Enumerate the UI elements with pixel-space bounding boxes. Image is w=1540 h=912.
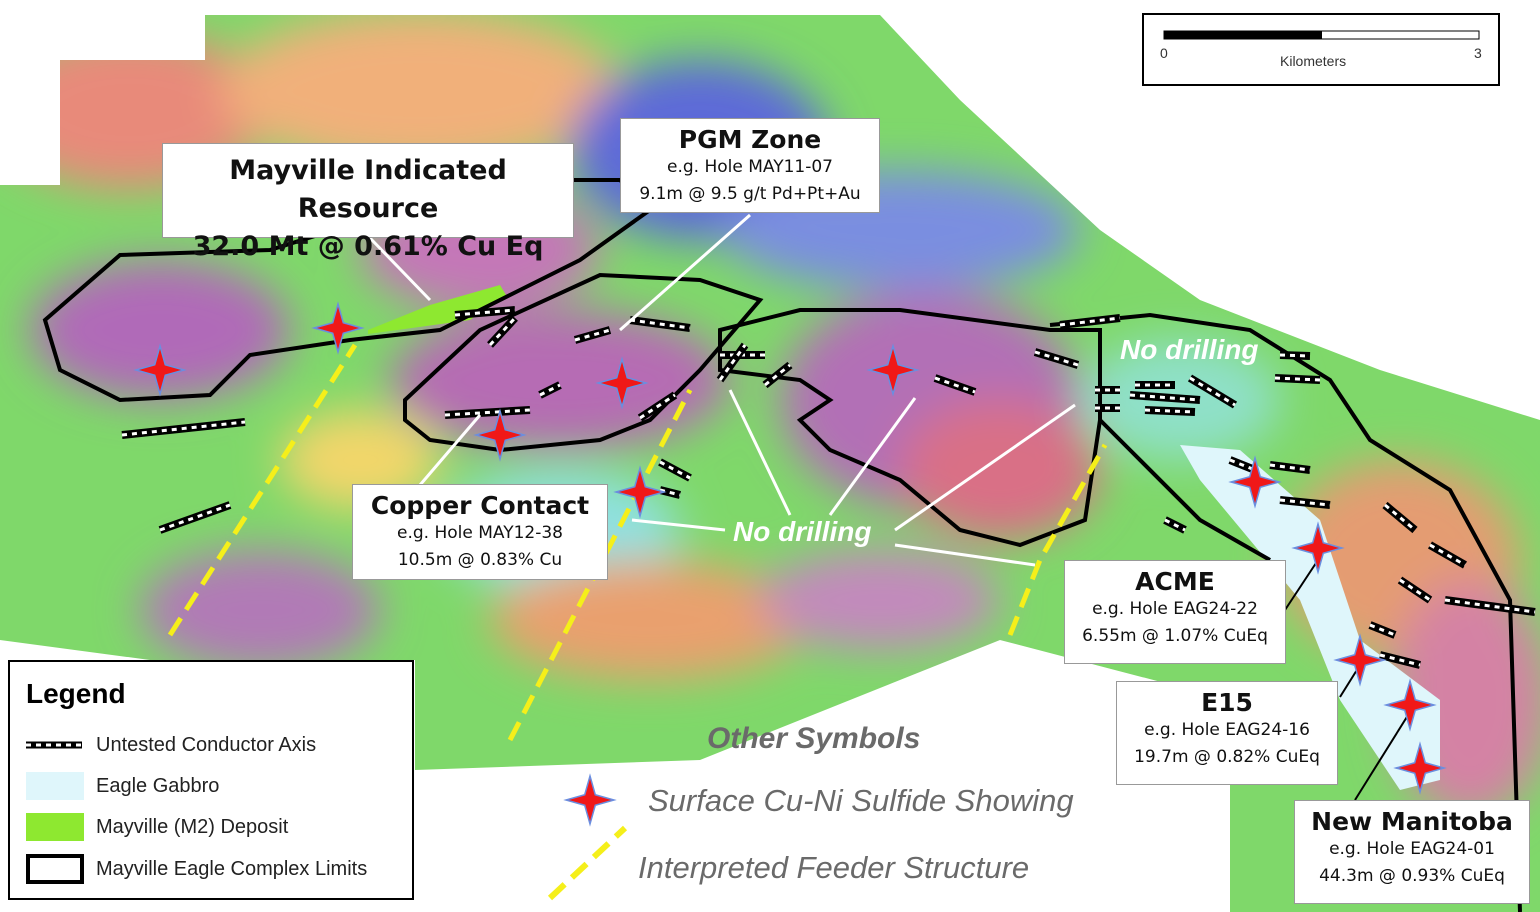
conductor-axis-dash (121, 420, 246, 437)
callout-title: Mayville Indicated Resource (229, 155, 507, 224)
callout: ACME e.g. Hole EAG24-22 6.55m @ 1.07% CuEq (1064, 560, 1286, 664)
showing-star (1291, 521, 1345, 575)
swatch-deposit (26, 813, 84, 841)
callout-title: New Manitoba (1311, 807, 1513, 836)
conductor-axis-dash (934, 376, 976, 394)
callout-line: 9.1m @ 9.5 g/t Pd+Pt+Au (639, 184, 861, 204)
conductor-axis-dash (629, 318, 691, 330)
callout: Mayville Indicated Resource 32.0 Mt @ 0.6… (162, 143, 574, 262)
conductor-axis-dash (454, 308, 516, 317)
legend-swatches (26, 741, 84, 884)
conductor-axis-dash (718, 344, 747, 381)
conductor-axis-dash (1059, 316, 1121, 327)
conductor-axis-dash (1229, 458, 1256, 472)
conductor-axis-dash (1274, 376, 1321, 382)
conductor-axis-dash (1399, 578, 1431, 602)
scale-unit: Kilometers (1280, 53, 1347, 69)
conductor-axis-dash (1369, 623, 1396, 637)
conductor-axis-dash (1034, 350, 1079, 367)
scale-end: 3 (1474, 45, 1482, 61)
conductor-axes (121, 306, 1536, 669)
callout: E15 e.g. Hole EAG24-16 19.7m @ 0.82% CuEq (1116, 681, 1338, 785)
legend-item: Eagle Gabbro (96, 775, 220, 797)
showings (133, 301, 1447, 827)
conductor-axis-dash (1269, 463, 1311, 472)
callout-line: e.g. Hole EAG24-16 (1144, 720, 1310, 740)
scale-graphic (1163, 30, 1480, 40)
leader-lines (368, 213, 1076, 567)
callout-title: ACME (1135, 567, 1215, 596)
callout-title: PGM Zone (678, 125, 822, 154)
conductor-axis (658, 458, 692, 482)
conductor-axis (762, 361, 793, 389)
conductor-axis-dash (1429, 543, 1466, 567)
showing-star (595, 356, 649, 410)
conductor-axis-dash (1379, 653, 1421, 667)
legend: Legend Untested Conductor Axis Eagle Gab… (8, 660, 414, 900)
callout: Copper Contact e.g. Hole MAY12-38 10.5m @ … (352, 484, 608, 580)
callout-line: 6.55m @ 1.07% CuEq (1082, 626, 1268, 646)
conductor-axis-dash (1144, 408, 1196, 414)
showing-star (133, 343, 187, 397)
showing-star (563, 773, 617, 827)
legend-item: Untested Conductor Axis (96, 734, 317, 756)
callout-line: e.g. Hole MAY11-07 (667, 157, 833, 177)
annotation: No drilling (733, 516, 872, 547)
conductor-axis-dash (488, 316, 517, 347)
legend-title: Legend (26, 678, 126, 709)
conductor-axis-dash (1164, 518, 1186, 532)
scale-start: 0 (1160, 45, 1168, 61)
conductor-axis-dash (159, 503, 231, 532)
callout-line: 44.3m @ 0.93% CuEq (1319, 866, 1505, 886)
swatch-limits (26, 854, 84, 884)
conductor-axis-dash (1189, 376, 1236, 407)
conductor-axis (1279, 351, 1311, 360)
legend-item: Mayville (M2) Deposit (96, 816, 289, 838)
showing-star (613, 465, 667, 519)
other-symbol-item: Interpreted Feeder Structure (638, 850, 1030, 885)
callout: New Manitoba e.g. Hole EAG24-01 44.3m @ 0.… (1294, 800, 1530, 904)
scale-bar-fill (1164, 31, 1322, 39)
showing-star (473, 408, 527, 462)
showing-star (1333, 633, 1387, 687)
other-symbol-item: Surface Cu-Ni Sulfide Showing (648, 783, 1074, 818)
annotation: No drilling (1120, 334, 1259, 365)
callout: PGM Zone e.g. Hole MAY11-07 9.1m @ 9.5 g/t… (620, 118, 880, 213)
showing-star (311, 301, 365, 355)
legend-item: Mayville Eagle Complex Limits (96, 858, 368, 880)
conductor-axis-dash (1129, 393, 1201, 402)
showing-star (866, 343, 920, 397)
conductor-axis-dash (444, 408, 531, 417)
callout-line: e.g. Hole EAG24-01 (1329, 839, 1495, 859)
conductor-axis-dash (574, 328, 611, 342)
callout-line: 19.7m @ 0.82% CuEq (1134, 747, 1320, 767)
conductor-axis-dash (659, 488, 681, 497)
eagle-gabbro (1180, 445, 1440, 790)
callout-line: 32.0 Mt @ 0.61% Cu Eq (192, 231, 544, 262)
scale-bar: 0 3 Kilometers (1142, 13, 1500, 86)
callout-line: e.g. Hole MAY12-38 (397, 523, 563, 543)
callout-title: Copper Contact (370, 491, 590, 520)
showing-star (1383, 678, 1437, 732)
showing-star (1393, 741, 1447, 795)
callout-title: E15 (1201, 688, 1253, 717)
conductor-axis-dash (639, 393, 676, 420)
showing-star (1228, 455, 1282, 509)
conductor-axis-dash (1279, 498, 1331, 507)
mayville-deposit (368, 285, 506, 334)
other-symbols-title: Other Symbols (707, 722, 921, 755)
conductor-axis-dash (539, 383, 561, 397)
callout-line: e.g. Hole EAG24-22 (1092, 599, 1258, 619)
swatch-gabbro (26, 772, 84, 800)
feeder-symbol (547, 825, 628, 901)
callout-line: 10.5m @ 0.83% Cu (397, 550, 563, 570)
conductor-axis (1444, 596, 1536, 616)
conductor-axis-dash (1384, 503, 1416, 532)
